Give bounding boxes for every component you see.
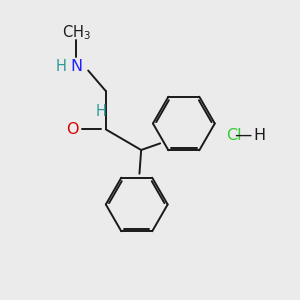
Text: H: H bbox=[253, 128, 265, 143]
Text: H: H bbox=[56, 58, 67, 74]
Text: —: — bbox=[234, 125, 251, 143]
Text: Cl: Cl bbox=[226, 128, 242, 143]
Text: CH$_3$: CH$_3$ bbox=[62, 23, 91, 42]
Text: N: N bbox=[70, 58, 82, 74]
Text: H: H bbox=[96, 104, 107, 119]
Text: O: O bbox=[66, 122, 78, 137]
